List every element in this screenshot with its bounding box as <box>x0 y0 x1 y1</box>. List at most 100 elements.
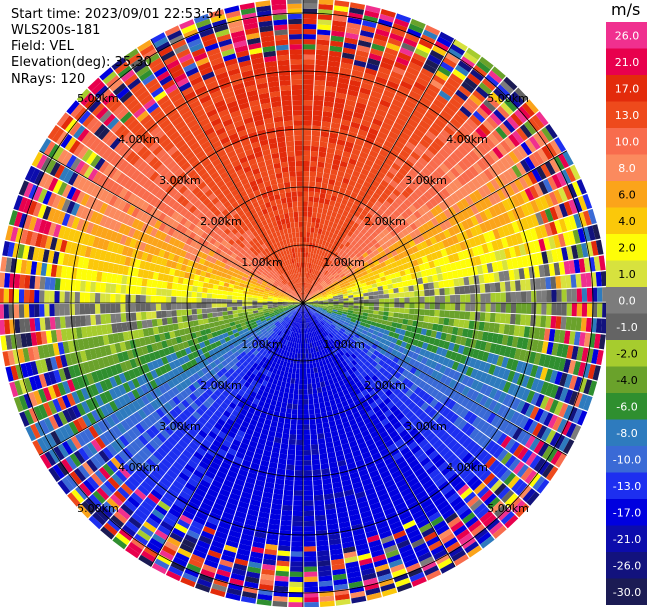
range-gate <box>75 433 86 447</box>
range-gate <box>398 287 404 293</box>
range-gate <box>305 307 308 313</box>
range-gate <box>366 385 374 394</box>
range-gate <box>322 359 327 366</box>
range-gate <box>407 319 414 326</box>
range-gate <box>474 213 484 224</box>
range-gate <box>309 424 317 430</box>
range-gate <box>401 163 412 173</box>
range-gate <box>321 292 327 296</box>
range-gate <box>315 291 320 295</box>
range-gate <box>469 428 480 440</box>
range-gate <box>428 260 436 269</box>
range-gate <box>375 409 384 418</box>
range-gate <box>405 389 414 398</box>
range-gate <box>377 257 385 264</box>
range-gate <box>332 206 339 213</box>
range-gate <box>577 195 588 211</box>
range-gate <box>314 408 321 414</box>
range-gate <box>327 334 332 340</box>
range-gate <box>391 278 398 284</box>
range-gate <box>159 405 169 415</box>
range-gate <box>395 399 404 409</box>
range-gate <box>358 213 366 221</box>
range-gate <box>274 374 280 381</box>
range-gate <box>341 155 350 163</box>
range-gate <box>306 317 309 323</box>
range-gate <box>386 365 394 373</box>
range-gate <box>463 276 470 286</box>
range-gate <box>303 475 313 481</box>
range-gate <box>404 71 418 81</box>
range-gate <box>313 269 318 276</box>
range-gate <box>358 335 365 342</box>
range-gate <box>253 326 260 331</box>
range-gate <box>308 316 312 322</box>
range-gate <box>118 466 131 479</box>
range-gate <box>264 352 270 359</box>
range-gate <box>289 581 303 588</box>
range-gate <box>173 405 183 416</box>
range-gate <box>397 252 405 260</box>
range-gate <box>256 443 265 451</box>
range-gate <box>76 403 86 416</box>
range-gate <box>77 416 88 430</box>
range-gate <box>312 110 323 117</box>
range-gate <box>212 366 221 374</box>
range-gate <box>472 348 480 359</box>
range-gate <box>479 312 486 322</box>
range-gate <box>355 347 363 354</box>
range-gate <box>497 486 511 500</box>
range-gate <box>149 454 161 466</box>
range-gate <box>263 331 270 337</box>
range-gate <box>275 570 289 577</box>
range-gate <box>343 172 352 180</box>
range-gate <box>287 449 296 456</box>
range-gate <box>416 398 426 408</box>
range-gate <box>392 122 404 132</box>
range-gate <box>384 208 393 217</box>
range-gate <box>385 112 397 122</box>
range-gate <box>318 272 323 278</box>
range-gate <box>425 130 437 141</box>
range-gate <box>427 322 434 330</box>
range-gate <box>268 523 280 531</box>
range-gate <box>314 222 320 229</box>
range-gate <box>520 203 531 217</box>
range-gate <box>409 303 415 309</box>
range-gate <box>323 364 329 371</box>
range-gate <box>177 425 188 436</box>
range-gate <box>416 124 428 135</box>
range-gate <box>344 262 351 268</box>
range-gate <box>500 186 511 199</box>
range-gate <box>474 527 489 541</box>
range-gate <box>484 312 491 322</box>
range-gate <box>281 510 293 516</box>
range-gate <box>83 428 95 442</box>
range-gate <box>331 330 337 336</box>
range-gate <box>373 349 380 357</box>
range-gate <box>341 57 354 65</box>
range-gate <box>245 357 253 364</box>
range-gate <box>414 251 422 259</box>
range-gate <box>480 293 486 303</box>
range-gate <box>561 420 572 436</box>
range-gate <box>330 331 336 337</box>
range-gate <box>349 513 361 522</box>
range-gate <box>303 495 314 501</box>
range-gate <box>303 313 305 319</box>
range-gate <box>463 51 478 65</box>
range-gate <box>423 262 431 270</box>
range-gate <box>538 410 549 425</box>
range-gate <box>335 253 342 260</box>
range-gate <box>373 242 381 249</box>
range-gate <box>392 282 399 289</box>
range-gate <box>316 329 321 335</box>
range-gate <box>407 477 420 488</box>
range-gate <box>402 280 409 287</box>
range-gate <box>451 270 459 279</box>
range-gate <box>273 389 280 397</box>
range-gate <box>275 432 283 439</box>
range-gate <box>282 339 287 345</box>
range-gate <box>292 331 296 338</box>
range-gate <box>343 298 349 301</box>
